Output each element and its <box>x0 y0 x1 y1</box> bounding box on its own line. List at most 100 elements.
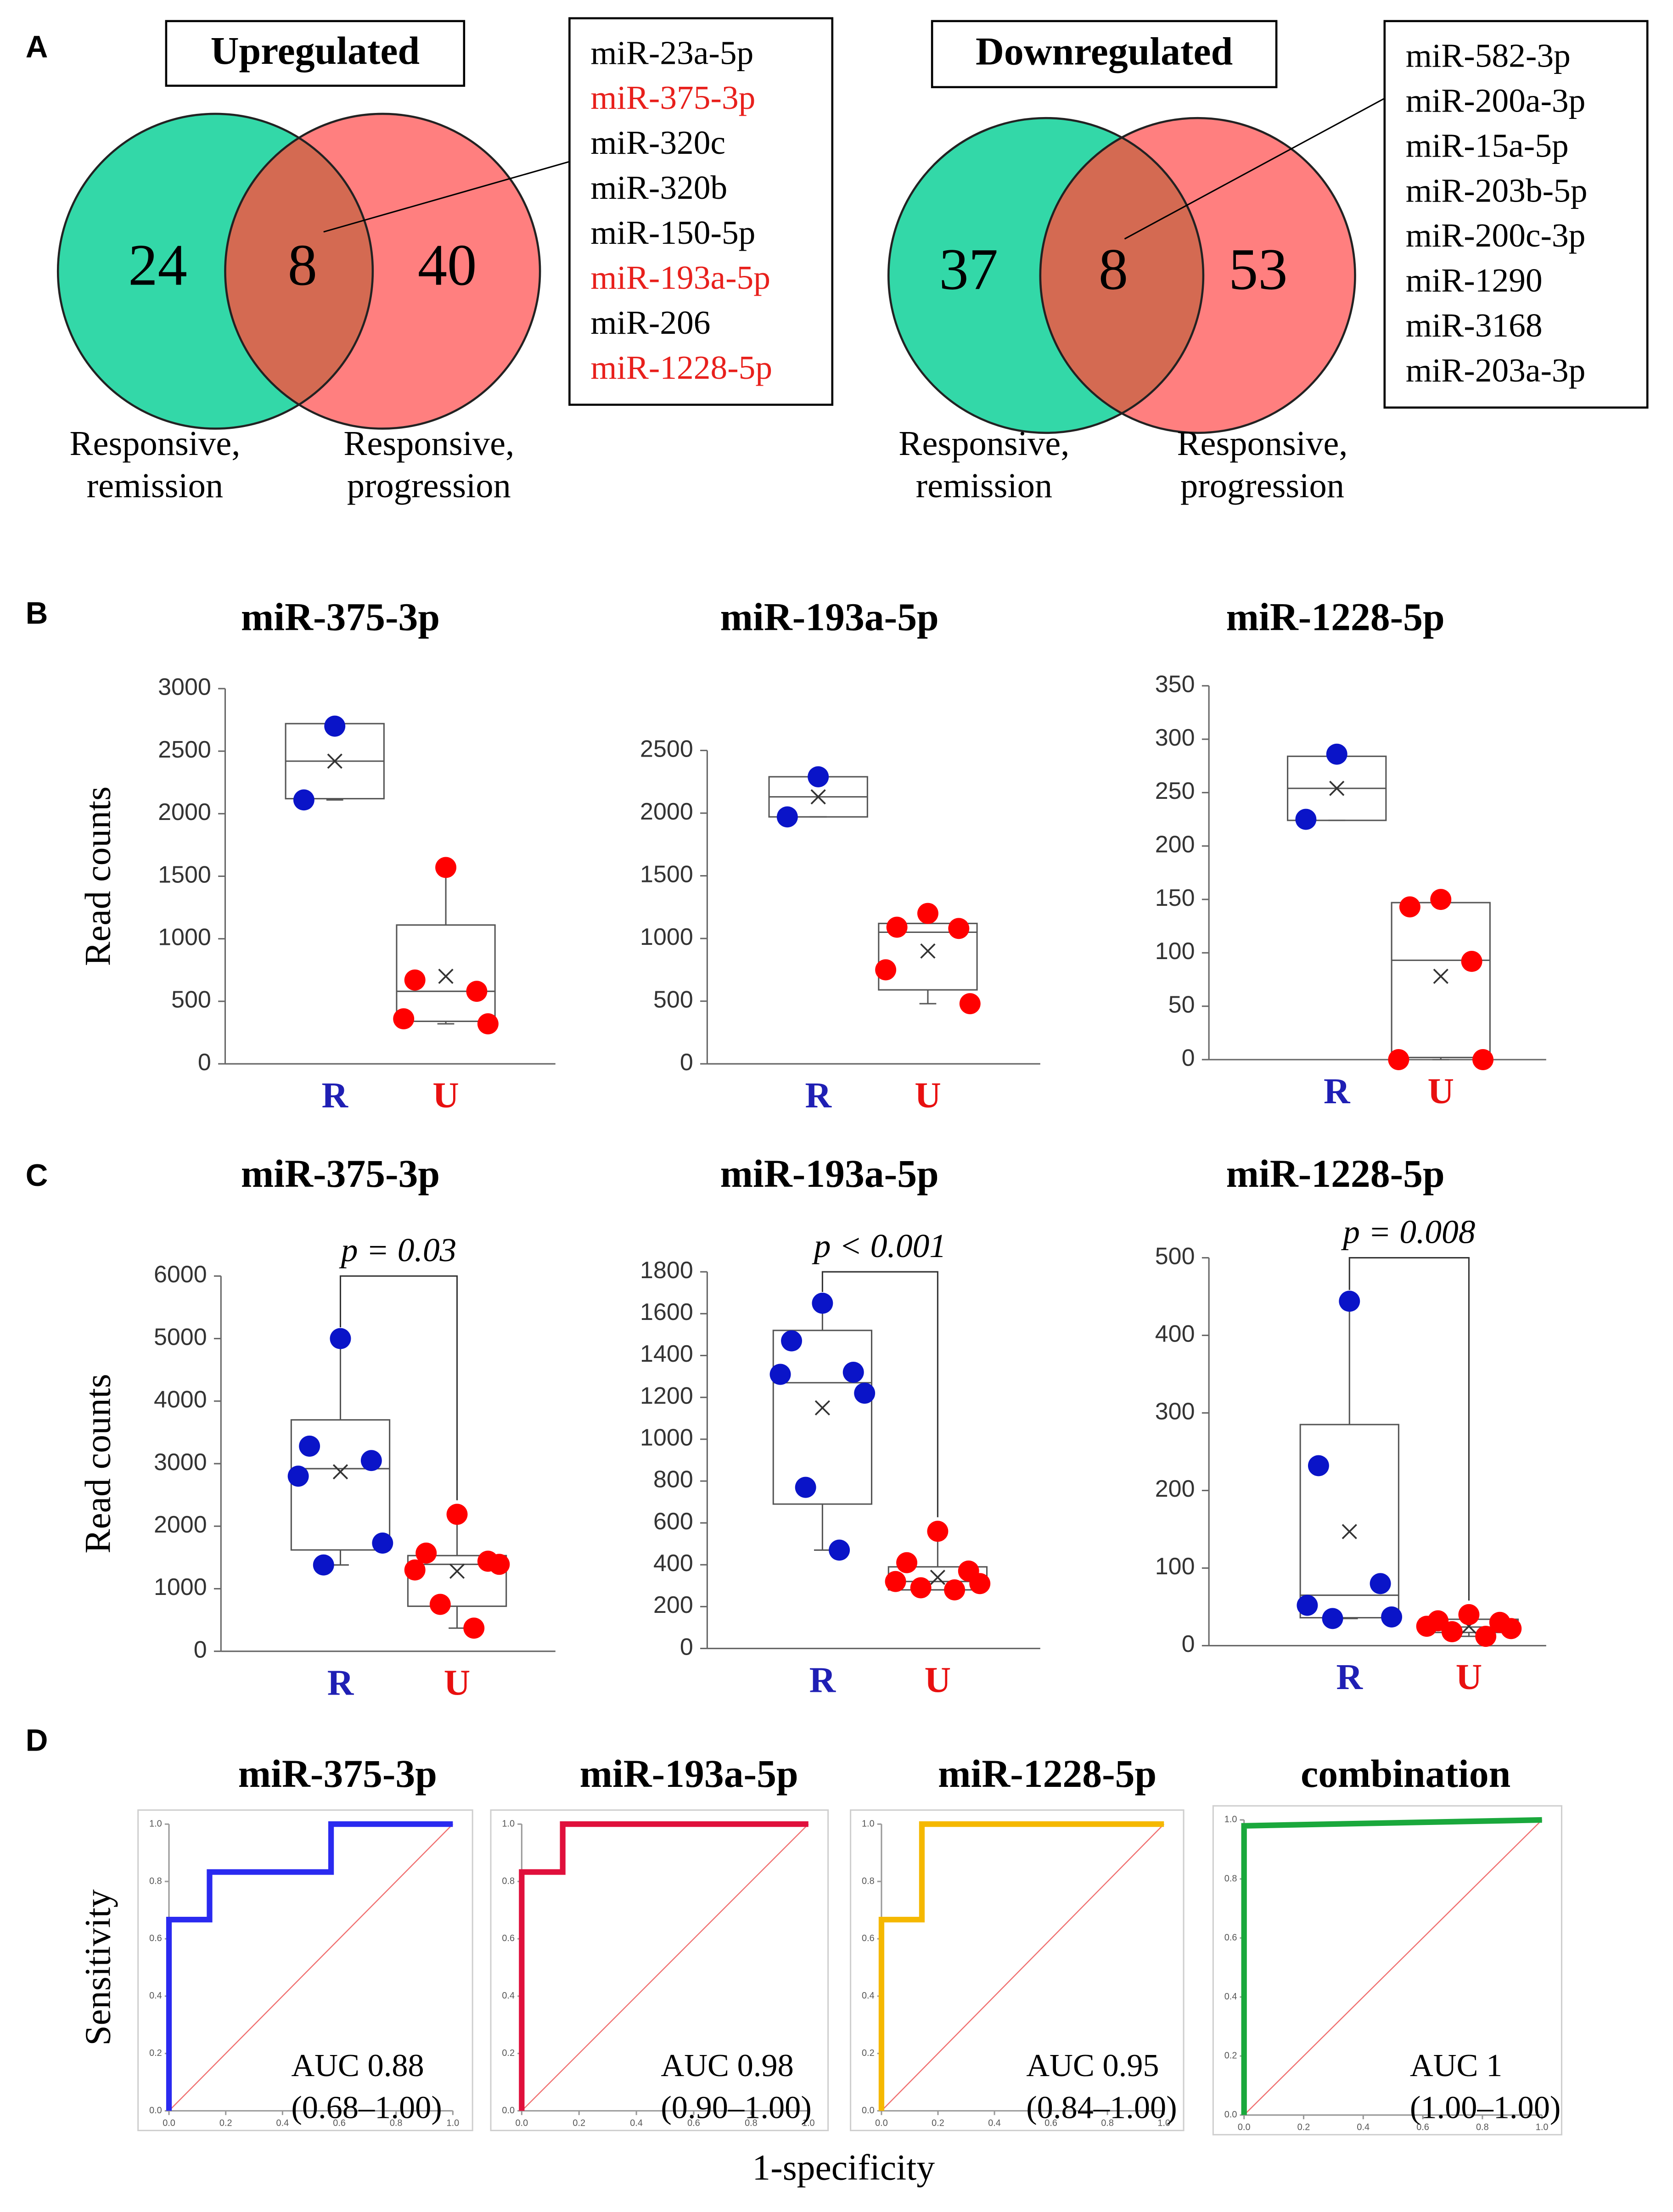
data-point <box>808 766 829 787</box>
x-tick-label: 0.4 <box>630 2118 643 2128</box>
chart-title: miR-193a-5p <box>720 595 939 639</box>
data-point <box>1381 1606 1403 1628</box>
p-value: p = 0.008 <box>1341 1213 1475 1250</box>
y-tick-label: 500 <box>1155 1243 1195 1269</box>
y-tick-label: 0.6 <box>502 1933 515 1943</box>
roc-curve <box>878 1821 1164 2111</box>
annotation: (1.00–1.00) <box>1410 2090 1561 2126</box>
venn-title: Upregulated <box>211 29 420 73</box>
mean-marker <box>920 943 936 959</box>
y-tick-label: 50 <box>1168 991 1195 1018</box>
y-tick-label: 1.0 <box>502 1819 515 1829</box>
x-tick-label: 0.8 <box>390 2118 403 2128</box>
set-label: remission <box>87 466 224 505</box>
mean-marker <box>1433 968 1448 984</box>
venn-count: 8 <box>1099 236 1128 302</box>
list-item: miR-1228-5p <box>590 349 772 386</box>
y-tick-label: 800 <box>653 1466 693 1493</box>
y-tick-label: 0.0 <box>502 2105 515 2116</box>
y-tick-label: 0.0 <box>149 2105 162 2116</box>
data-point <box>1339 1291 1360 1312</box>
plot-frame <box>1212 1805 1563 2136</box>
y-tick-label: 100 <box>1155 1553 1195 1580</box>
data-point <box>1500 1618 1522 1639</box>
y-tick-label: 2000 <box>154 1511 207 1538</box>
box <box>1391 902 1491 1058</box>
y-tick-label: 200 <box>1155 831 1195 858</box>
roc-curve <box>1241 1817 1542 2115</box>
data-point <box>795 1477 816 1498</box>
x-tick-label: 0.8 <box>745 2118 758 2128</box>
y-tick-label: 0.8 <box>862 1876 875 1886</box>
y-tick-label: 150 <box>1155 885 1195 911</box>
y-tick-label: 1400 <box>640 1341 693 1367</box>
chart-title: combination <box>1301 1752 1510 1796</box>
y-axis-label: Sensitivity <box>78 1889 118 2046</box>
roc-curve <box>166 1821 453 2111</box>
x-tick-label: 0.6 <box>1044 2118 1057 2128</box>
data-point <box>1475 1626 1497 1647</box>
data-point <box>885 1571 906 1592</box>
y-tick-label: 350 <box>1155 671 1195 698</box>
roc-curve <box>519 1821 808 2111</box>
whisker <box>332 1338 349 1420</box>
y-tick-label: 500 <box>653 986 693 1013</box>
data-point <box>948 918 970 939</box>
callout <box>323 161 570 233</box>
significance-bracket <box>1348 1257 1470 1601</box>
y-tick-label: 0.6 <box>149 1933 162 1943</box>
y-tick-label: 1.0 <box>862 1819 875 1829</box>
data-point <box>1430 889 1452 910</box>
panel-label: A <box>26 30 48 64</box>
mean-marker <box>327 753 342 769</box>
y-tick-label: 0 <box>198 1049 211 1076</box>
callout <box>1124 97 1385 240</box>
y-tick-label: 0.4 <box>502 1991 515 2001</box>
x-tick-label: 0.6 <box>687 2118 700 2128</box>
x-tick-label: R <box>809 1660 836 1700</box>
y-tick-label: 200 <box>653 1592 693 1618</box>
data-point <box>488 1554 510 1575</box>
mean-marker <box>332 1464 348 1480</box>
box <box>407 1555 507 1607</box>
data-point <box>313 1554 334 1576</box>
list-item: miR-206 <box>590 304 710 341</box>
mean-marker <box>930 1569 945 1585</box>
y-tick-label: 1.0 <box>149 1819 162 1829</box>
data-point <box>1370 1573 1391 1594</box>
mean-marker <box>810 789 826 805</box>
x-tick-label: U <box>925 1660 951 1700</box>
y-tick-label: 0 <box>194 1636 207 1663</box>
box <box>290 1419 391 1551</box>
x-tick-label: 1.0 <box>447 2118 460 2128</box>
data-point <box>969 1573 991 1594</box>
data-point <box>372 1533 393 1554</box>
data-point <box>446 1504 468 1525</box>
panel-label: D <box>26 1723 48 1757</box>
y-tick-label: 1200 <box>640 1382 693 1409</box>
list-item: miR-1290 <box>1406 262 1543 299</box>
x-tick-label: 0.6 <box>333 2118 346 2128</box>
x-tick-label: 0.4 <box>988 2118 1001 2128</box>
significance-bracket <box>821 1271 938 1517</box>
set-label: Responsive, <box>1177 424 1348 463</box>
y-tick-label: 2500 <box>158 736 211 763</box>
x-tick-label: R <box>1336 1657 1364 1697</box>
venn-title: Downregulated <box>976 30 1233 73</box>
venn-overlap <box>1040 118 1203 433</box>
y-tick-label: 0 <box>1182 1631 1195 1657</box>
x-tick-label: U <box>915 1075 941 1116</box>
x-tick-label: 0.4 <box>276 2118 289 2128</box>
venn-count: 53 <box>1229 236 1288 302</box>
mean-marker <box>449 1563 465 1579</box>
venn-count: 24 <box>128 232 187 298</box>
chart-title: miR-375-3p <box>241 1152 440 1196</box>
y-tick-label: 0 <box>680 1634 693 1660</box>
y-tick-label: 0 <box>680 1049 693 1076</box>
list-item: miR-15a-5p <box>1406 127 1569 164</box>
chart-title: miR-193a-5p <box>720 1152 939 1196</box>
mean-marker <box>814 1400 830 1416</box>
data-point <box>404 969 426 991</box>
title-box <box>165 20 466 87</box>
